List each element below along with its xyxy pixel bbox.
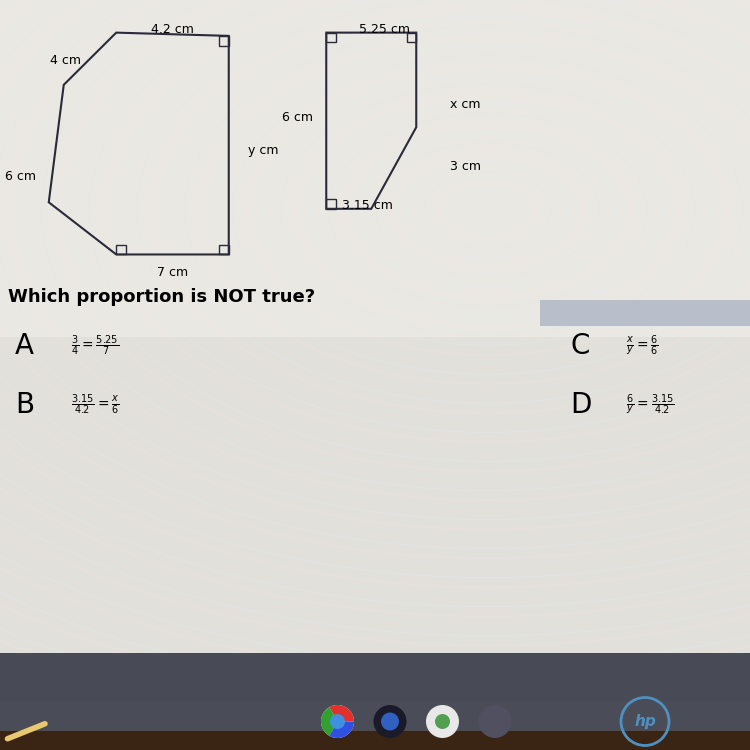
Text: 5.25 cm: 5.25 cm bbox=[359, 22, 410, 36]
Circle shape bbox=[321, 705, 354, 738]
Text: D: D bbox=[570, 391, 591, 418]
Text: C: C bbox=[570, 332, 590, 360]
Text: Which proportion is NOT true?: Which proportion is NOT true? bbox=[8, 288, 315, 306]
Bar bbox=[0, 652, 750, 701]
Bar bbox=[0, 652, 750, 750]
Text: y cm: y cm bbox=[248, 143, 278, 157]
Text: x cm: x cm bbox=[450, 98, 481, 111]
Text: 4 cm: 4 cm bbox=[50, 54, 81, 68]
Circle shape bbox=[330, 714, 345, 729]
Circle shape bbox=[381, 712, 399, 730]
Text: hp: hp bbox=[634, 714, 656, 729]
Text: 6 cm: 6 cm bbox=[5, 170, 36, 183]
Circle shape bbox=[478, 705, 512, 738]
Text: 4.2 cm: 4.2 cm bbox=[151, 22, 194, 36]
Circle shape bbox=[374, 705, 406, 738]
Bar bbox=[0, 338, 750, 652]
Wedge shape bbox=[329, 722, 354, 738]
Bar bbox=[0, 0, 750, 652]
Text: $\frac{6}{y} = \frac{3.15}{4.2}$: $\frac{6}{y} = \frac{3.15}{4.2}$ bbox=[626, 392, 675, 417]
Text: 3 cm: 3 cm bbox=[450, 160, 481, 173]
Text: $\frac{3.15}{4.2} = \frac{x}{6}$: $\frac{3.15}{4.2} = \frac{x}{6}$ bbox=[71, 392, 120, 417]
Text: 6 cm: 6 cm bbox=[283, 111, 314, 124]
Wedge shape bbox=[329, 705, 354, 722]
Bar bbox=[540, 300, 750, 326]
Text: A: A bbox=[15, 332, 34, 360]
Text: $\frac{3}{4} = \frac{5.25}{7}$: $\frac{3}{4} = \frac{5.25}{7}$ bbox=[71, 334, 119, 358]
Circle shape bbox=[426, 705, 459, 738]
Bar bbox=[0, 731, 750, 750]
Text: $\frac{x}{y} = \frac{6}{6}$: $\frac{x}{y} = \frac{6}{6}$ bbox=[626, 334, 659, 358]
Text: B: B bbox=[15, 391, 34, 418]
Circle shape bbox=[435, 714, 450, 729]
Text: 7 cm: 7 cm bbox=[157, 266, 188, 279]
Text: 3.15 cm: 3.15 cm bbox=[342, 199, 393, 212]
Wedge shape bbox=[321, 707, 338, 736]
Bar bbox=[0, 652, 750, 750]
